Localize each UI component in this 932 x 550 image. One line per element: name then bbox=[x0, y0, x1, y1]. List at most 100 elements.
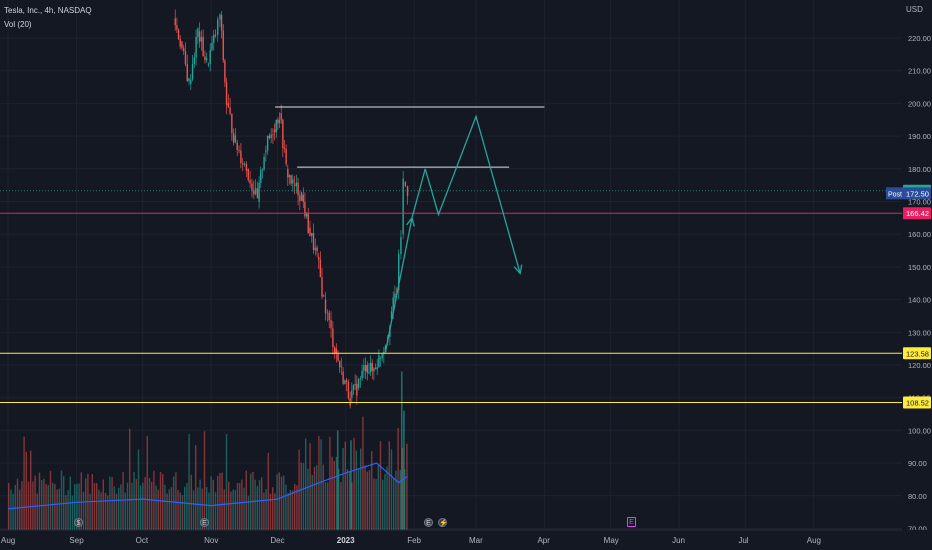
candle-body bbox=[193, 57, 196, 65]
candle-body bbox=[224, 60, 226, 83]
volume-indicator-title: Vol (20) bbox=[4, 20, 32, 29]
volume-bar bbox=[360, 448, 362, 530]
candle-body bbox=[277, 119, 279, 124]
candle-body bbox=[295, 182, 298, 186]
candle-body bbox=[402, 178, 404, 235]
candle-body bbox=[344, 380, 346, 384]
volume-bar bbox=[188, 433, 190, 530]
volume-bar bbox=[197, 487, 199, 530]
volume-bar bbox=[74, 484, 76, 530]
volume-bar bbox=[307, 468, 309, 530]
volume-bar bbox=[175, 472, 177, 530]
earnings-event-icon[interactable]: E bbox=[200, 518, 209, 527]
volume-bar bbox=[177, 489, 179, 530]
volume-bar bbox=[173, 476, 175, 530]
volume-bar bbox=[78, 483, 80, 530]
candle-body bbox=[376, 367, 378, 370]
candle-body bbox=[292, 179, 294, 184]
volume-bar bbox=[272, 487, 274, 530]
volume-bar bbox=[324, 482, 327, 530]
volume-bar bbox=[300, 462, 302, 530]
candle-body bbox=[263, 156, 265, 170]
candle-body bbox=[261, 169, 264, 171]
time-axis-background bbox=[0, 530, 932, 550]
future-earnings-icon[interactable]: E bbox=[627, 517, 636, 527]
candle-body bbox=[326, 312, 329, 314]
candle-body bbox=[232, 133, 235, 143]
volume-bar bbox=[241, 479, 243, 530]
price-axis-label: 160.00 bbox=[908, 230, 931, 239]
time-axis-label: 2023 bbox=[337, 536, 355, 545]
candle-body bbox=[242, 163, 244, 165]
candle-body bbox=[238, 149, 240, 151]
volume-bar bbox=[210, 476, 212, 530]
candle-body bbox=[174, 18, 176, 26]
volume-bar bbox=[320, 439, 322, 530]
candle-body bbox=[328, 312, 330, 321]
volume-bar bbox=[291, 490, 294, 530]
volume-bar bbox=[58, 488, 60, 530]
candle-body bbox=[190, 79, 192, 84]
time-axis-label: Aug bbox=[1, 536, 15, 545]
price-axis-label: 190.00 bbox=[908, 132, 931, 141]
candle-body bbox=[338, 360, 341, 368]
chart-legend: Tesla, Inc., 4h, NASDAQ Vol (20) bbox=[4, 4, 92, 32]
time-axis-label: Oct bbox=[136, 536, 149, 545]
dividend-event-icon[interactable]: $ bbox=[74, 518, 83, 527]
volume-bar bbox=[388, 441, 390, 530]
volume-bar bbox=[109, 476, 111, 530]
volume-bar bbox=[148, 478, 151, 530]
candle-body bbox=[314, 247, 316, 251]
volume-bar bbox=[157, 489, 159, 530]
candle-body bbox=[266, 135, 269, 151]
candle-body bbox=[373, 368, 375, 372]
time-axis-label: Feb bbox=[407, 536, 421, 545]
projection-path-up bbox=[384, 168, 426, 353]
post-market-price-tag: 172.50 bbox=[906, 189, 929, 198]
volume-bar bbox=[131, 482, 133, 530]
candle-body bbox=[352, 385, 355, 391]
volume-bar bbox=[278, 472, 280, 530]
volume-bar bbox=[113, 486, 115, 530]
volume-bar bbox=[228, 481, 230, 530]
volume-bar bbox=[294, 483, 296, 530]
volume-bar bbox=[230, 491, 232, 530]
volume-bar bbox=[350, 440, 352, 530]
candle-body bbox=[283, 148, 286, 149]
earnings-event-icon[interactable]: E bbox=[424, 518, 433, 527]
volume-bar bbox=[124, 492, 126, 530]
candle-body bbox=[256, 188, 259, 199]
volume-bar bbox=[225, 433, 228, 530]
candle-body bbox=[222, 30, 224, 61]
currency-label: USD bbox=[906, 5, 923, 14]
volume-bar bbox=[115, 493, 118, 530]
volume-bar bbox=[67, 490, 69, 530]
candle-body bbox=[184, 51, 187, 65]
volume-bar bbox=[239, 483, 241, 530]
volume-bar bbox=[36, 493, 38, 530]
price-axis-label: 150.00 bbox=[908, 263, 931, 272]
volume-bar bbox=[100, 492, 102, 530]
volume-bar bbox=[366, 471, 368, 530]
candle-body bbox=[366, 365, 368, 373]
volume-bar bbox=[234, 490, 236, 530]
candle-body bbox=[307, 212, 309, 234]
flash-event-icon[interactable]: ⚡ bbox=[438, 518, 448, 527]
candle-body bbox=[229, 107, 231, 114]
volume-bar bbox=[206, 487, 208, 530]
price-axis-label: 80.00 bbox=[908, 492, 927, 501]
volume-bar bbox=[335, 456, 338, 530]
volume-bar bbox=[386, 466, 388, 530]
volume-bar bbox=[93, 482, 96, 530]
candle-body bbox=[265, 150, 267, 153]
volume-bar bbox=[397, 428, 399, 530]
volume-bar bbox=[263, 492, 265, 530]
volume-bar bbox=[192, 490, 195, 530]
candle-body bbox=[345, 380, 348, 383]
candle-body bbox=[214, 34, 217, 37]
volume-bar bbox=[27, 481, 30, 530]
projection-arrowhead-down bbox=[513, 264, 523, 275]
candle-body bbox=[324, 299, 327, 314]
